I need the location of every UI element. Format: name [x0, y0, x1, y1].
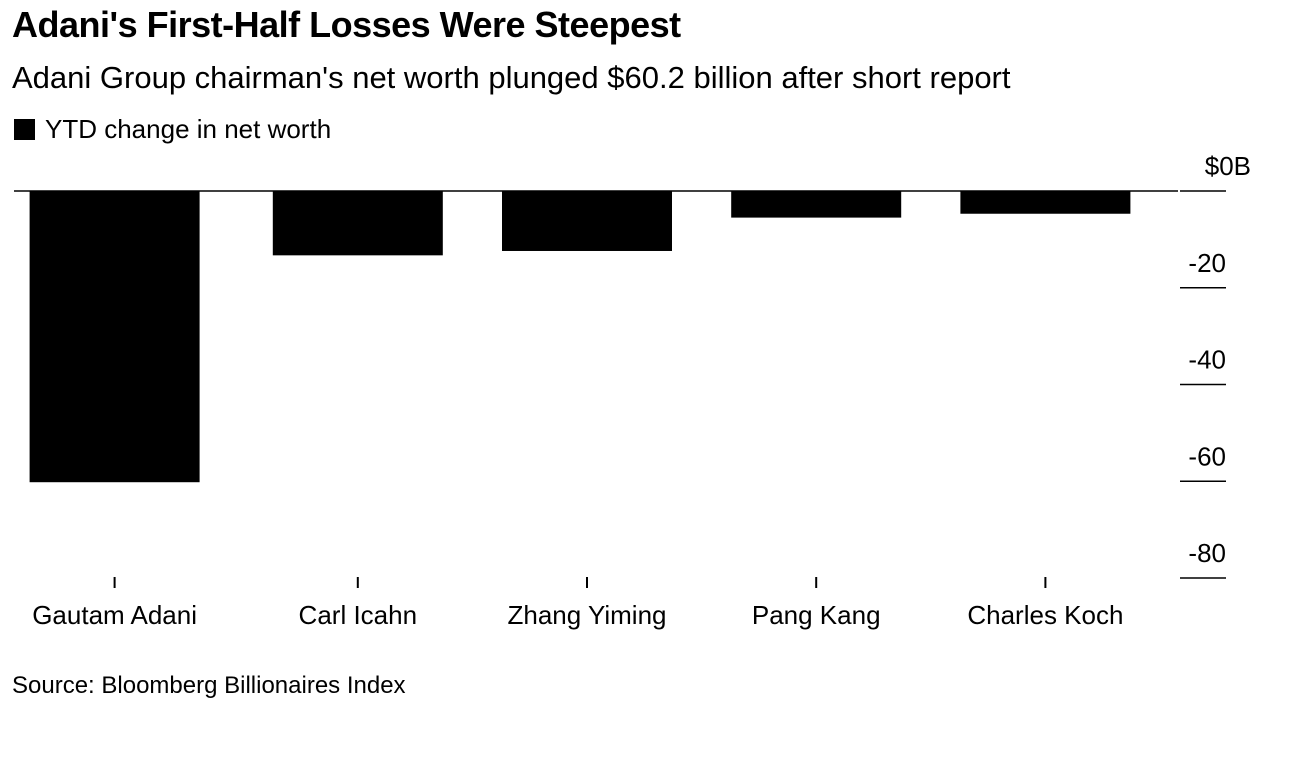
legend: YTD change in net worth — [14, 114, 331, 145]
bar — [502, 191, 672, 251]
chart-title: Adani's First-Half Losses Were Steepest — [12, 4, 681, 45]
chart-subtitle: Adani Group chairman's net worth plunged… — [12, 60, 1011, 95]
y-tick-label: -20 — [1188, 248, 1226, 278]
y-tick-label: -60 — [1188, 441, 1226, 471]
bar-chart: $0B -20 -40 -60 -80 Gautam Adani Carl Icahn Zha… — [14, 151, 1251, 630]
bar — [731, 191, 902, 218]
y-tick-label: -80 — [1188, 538, 1226, 568]
category-label: Zhang Yiming — [508, 600, 667, 630]
source-note: Source: Bloomberg Billionaires Index — [12, 672, 406, 699]
y-tick-label: $0B — [1205, 151, 1251, 181]
category-label: Gautam Adani — [32, 600, 197, 630]
category-label: Pang Kang — [752, 600, 881, 630]
bar — [272, 191, 443, 256]
category-label: Charles Koch — [967, 600, 1123, 630]
legend-label: YTD change in net worth — [45, 114, 332, 144]
bar — [29, 191, 200, 483]
category-label: Carl Icahn — [299, 600, 418, 630]
y-tick-label: -40 — [1188, 345, 1226, 375]
bar — [960, 191, 1131, 214]
legend-swatch — [14, 119, 35, 140]
